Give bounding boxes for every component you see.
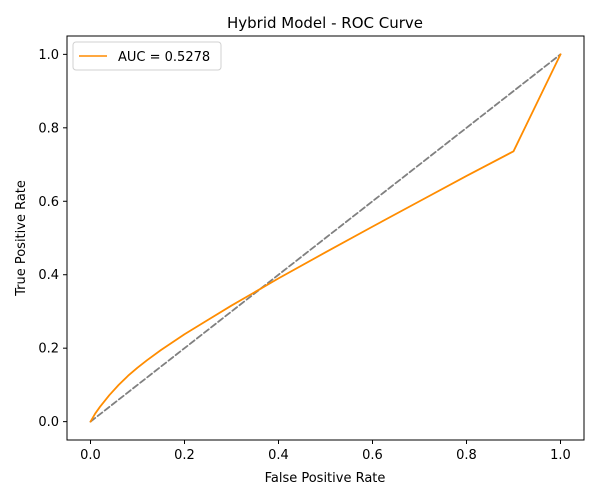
y-tick-label: 0.6: [38, 195, 59, 210]
x-axis: 0.0 0.2 0.4 0.6 0.8 1.0: [80, 440, 571, 463]
x-axis-label: False Positive Rate: [265, 471, 386, 486]
legend-box: [72, 41, 222, 71]
y-tick-label: 1.0: [38, 48, 59, 63]
x-tick-label: 0.8: [456, 448, 477, 463]
x-tick-label: 0.4: [268, 448, 289, 463]
axes-frame: [66, 35, 585, 441]
x-tick-label: 0.0: [80, 448, 101, 463]
chart-title: Hybrid Model - ROC Curve: [227, 14, 423, 32]
x-tick-label: 1.0: [550, 448, 571, 463]
y-tick-label: 0.4: [38, 268, 59, 283]
legend: AUC = 0.5278: [72, 41, 222, 71]
legend-label: AUC = 0.5278: [118, 50, 210, 65]
y-tick-label: 0.2: [38, 342, 59, 357]
y-axis-label: True Positive Rate: [14, 180, 29, 297]
y-axis: 0.0 0.2 0.4 0.6 0.8 1.0: [38, 48, 67, 430]
x-tick-label: 0.2: [174, 448, 195, 463]
roc-curve-line: [89, 53, 562, 423]
y-tick-label: 0.8: [38, 121, 59, 136]
x-tick-label: 0.6: [362, 448, 383, 463]
y-tick-label: 0.0: [38, 415, 59, 430]
chance-diagonal-line: [89, 53, 562, 423]
plot-area: [89, 53, 562, 423]
